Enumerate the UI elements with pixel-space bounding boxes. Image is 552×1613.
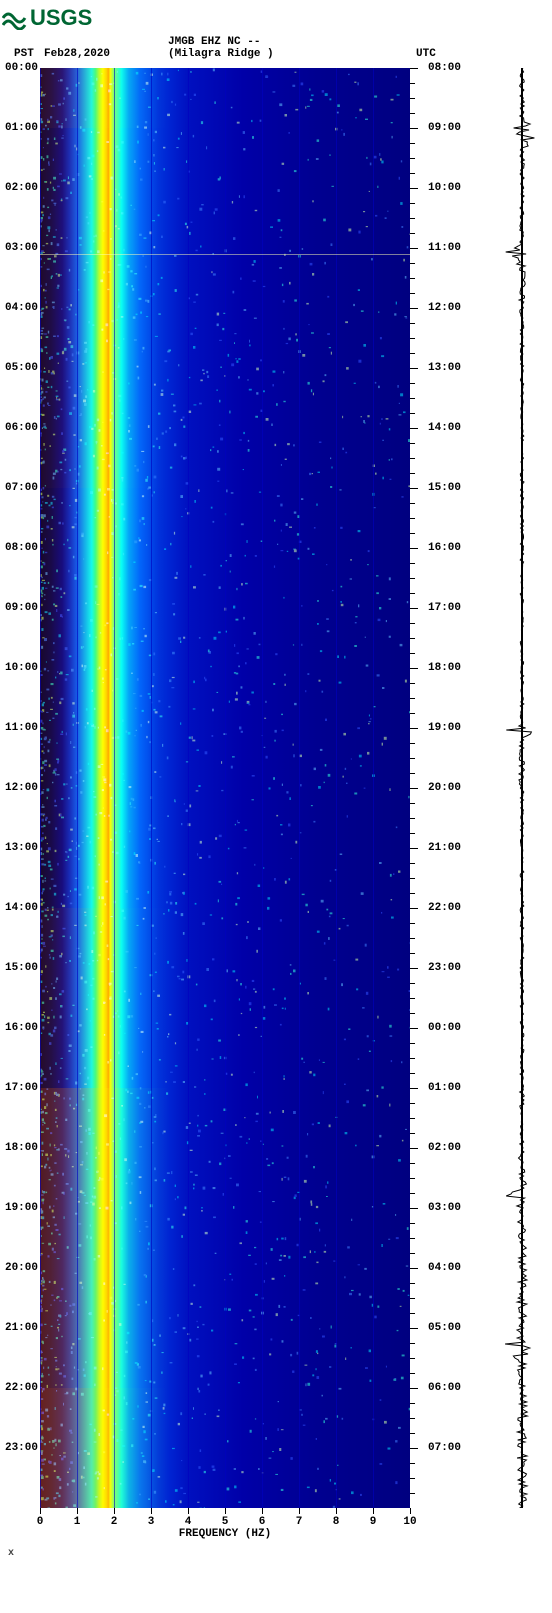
y-axis-right-utc: 08:0009:0010:0011:0012:0013:0014:0015:00… <box>412 68 472 1508</box>
pst-hour-label: 11:00 <box>0 722 38 734</box>
pst-hour-label: 04:00 <box>0 302 38 314</box>
utc-hour-label: 05:00 <box>428 1322 488 1334</box>
pst-hour-label: 16:00 <box>0 1022 38 1034</box>
utc-hour-label: 20:00 <box>428 782 488 794</box>
utc-hour-label: 23:00 <box>428 962 488 974</box>
x-tick-label: 2 <box>111 1516 118 1528</box>
utc-hour-label: 14:00 <box>428 422 488 434</box>
x-tick-label: 6 <box>259 1516 266 1528</box>
utc-hour-label: 10:00 <box>428 182 488 194</box>
pst-hour-label: 19:00 <box>0 1202 38 1214</box>
pst-hour-label: 22:00 <box>0 1382 38 1394</box>
x-tick-label: 3 <box>148 1516 155 1528</box>
pst-hour-label: 17:00 <box>0 1082 38 1094</box>
seismogram-trace <box>500 68 544 1508</box>
pst-hour-label: 02:00 <box>0 182 38 194</box>
utc-hour-label: 07:00 <box>428 1442 488 1454</box>
utc-hour-label: 04:00 <box>428 1262 488 1274</box>
utc-hour-label: 01:00 <box>428 1082 488 1094</box>
pst-hour-label: 00:00 <box>0 62 38 74</box>
usgs-logo-text: USGS <box>30 5 92 30</box>
right-tz-label: UTC <box>416 48 436 60</box>
pst-hour-label: 03:00 <box>0 242 38 254</box>
utc-hour-label: 19:00 <box>428 722 488 734</box>
usgs-logo: USGS <box>0 0 552 32</box>
spectrogram <box>40 68 410 1508</box>
pst-hour-label: 10:00 <box>0 662 38 674</box>
pst-hour-label: 14:00 <box>0 902 38 914</box>
pst-hour-label: 18:00 <box>0 1142 38 1154</box>
utc-hour-label: 08:00 <box>428 62 488 74</box>
utc-hour-label: 16:00 <box>428 542 488 554</box>
utc-hour-label: 09:00 <box>428 122 488 134</box>
x-tick-label: 5 <box>222 1516 229 1528</box>
y-axis-left-pst: 00:0001:0002:0003:0004:0005:0006:0007:00… <box>0 68 38 1508</box>
station-line2: (Milagra Ridge ) <box>168 48 274 60</box>
utc-hour-label: 06:00 <box>428 1382 488 1394</box>
pst-hour-label: 13:00 <box>0 842 38 854</box>
utc-hour-label: 21:00 <box>428 842 488 854</box>
chart-area: 00:00 01:00 02:00 03:00 04:00 05:00 06:00 07:00… <box>40 68 520 1508</box>
utc-hour-label: 17:00 <box>428 602 488 614</box>
x-tick-label: 9 <box>370 1516 377 1528</box>
x-axis-title: FREQUENCY (HZ) <box>179 1528 271 1540</box>
x-tick-label: 1 <box>74 1516 81 1528</box>
left-tz-label: PST <box>14 48 34 60</box>
utc-hour-label: 13:00 <box>428 362 488 374</box>
utc-hour-label: 15:00 <box>428 482 488 494</box>
seismogram-sidebar <box>500 68 544 1508</box>
pst-hour-label: 23:00 <box>0 1442 38 1454</box>
station-line1: JMGB EHZ NC -- <box>168 36 260 48</box>
utc-hour-label: 03:00 <box>428 1202 488 1214</box>
pst-hour-label: 05:00 <box>0 362 38 374</box>
pst-hour-label: 07:00 <box>0 482 38 494</box>
utc-hour-label: 02:00 <box>428 1142 488 1154</box>
x-tick-label: 7 <box>296 1516 303 1528</box>
pst-hour-label: 08:00 <box>0 542 38 554</box>
pst-hour-label: 12:00 <box>0 782 38 794</box>
footer-mark: x <box>0 1508 552 1559</box>
pst-hour-label: 01:00 <box>0 122 38 134</box>
pst-hour-label: 15:00 <box>0 962 38 974</box>
x-tick-label: 8 <box>333 1516 340 1528</box>
x-tick-label: 10 <box>403 1516 416 1528</box>
pst-hour-label: 20:00 <box>0 1262 38 1274</box>
x-tick-label: 4 <box>185 1516 192 1528</box>
x-tick-label: 0 <box>37 1516 44 1528</box>
utc-hour-label: 18:00 <box>428 662 488 674</box>
utc-hour-label: 11:00 <box>428 242 488 254</box>
utc-hour-label: 00:00 <box>428 1022 488 1034</box>
pst-hour-label: 06:00 <box>0 422 38 434</box>
utc-hour-label: 22:00 <box>428 902 488 914</box>
pst-hour-label: 09:00 <box>0 602 38 614</box>
utc-hour-label: 12:00 <box>428 302 488 314</box>
date-label: Feb28,2020 <box>44 48 110 60</box>
pst-hour-label: 21:00 <box>0 1322 38 1334</box>
